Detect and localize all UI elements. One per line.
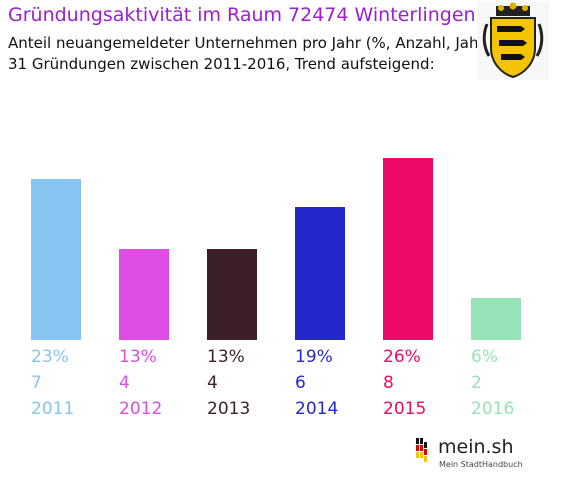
year-label-2016: 2016 xyxy=(471,399,515,419)
logo-text: mein.sh xyxy=(438,436,514,458)
chart-summary: 31 Gründungen zwischen 2011-2016, Trend … xyxy=(8,55,435,73)
bar-2011 xyxy=(31,179,81,340)
mein-sh-logo xyxy=(416,438,427,462)
percent-label-2013: 13% xyxy=(207,347,245,367)
year-label-2013: 2013 xyxy=(207,399,251,419)
year-label-2014: 2014 xyxy=(295,399,339,419)
baden-wuerttemberg-coat-of-arms-icon xyxy=(477,2,549,80)
bar-chart xyxy=(31,158,521,340)
bar-2015 xyxy=(383,158,433,340)
bar-2012 xyxy=(119,249,169,340)
logo-tagline: Mein StadtHandbuch xyxy=(439,460,523,469)
crown-icon xyxy=(496,2,530,16)
year-label-2015: 2015 xyxy=(383,399,427,419)
count-label-2013: 4 xyxy=(207,373,218,393)
percent-label-2012: 13% xyxy=(119,347,157,367)
year-label-2012: 2012 xyxy=(119,399,163,419)
count-label-2014: 6 xyxy=(295,373,306,393)
bar-2014 xyxy=(295,207,345,340)
bar-2016 xyxy=(471,298,521,340)
count-label-2012: 4 xyxy=(119,373,130,393)
bar-2013 xyxy=(207,249,257,340)
year-label-2011: 2011 xyxy=(31,399,75,419)
germany-flag-icon xyxy=(416,438,427,462)
percent-label-2015: 26% xyxy=(383,347,421,367)
count-label-2016: 2 xyxy=(471,373,482,393)
percent-label-2016: 6% xyxy=(471,347,498,367)
percent-label-2014: 19% xyxy=(295,347,333,367)
percent-label-2011: 23% xyxy=(31,347,69,367)
chart-subtitle: Anteil neuangemeldeter Unternehmen pro J… xyxy=(8,34,491,52)
chart-title: Gründungsaktivität im Raum 72474 Winterl… xyxy=(8,4,476,26)
count-label-2011: 7 xyxy=(31,373,42,393)
count-label-2015: 8 xyxy=(383,373,394,393)
